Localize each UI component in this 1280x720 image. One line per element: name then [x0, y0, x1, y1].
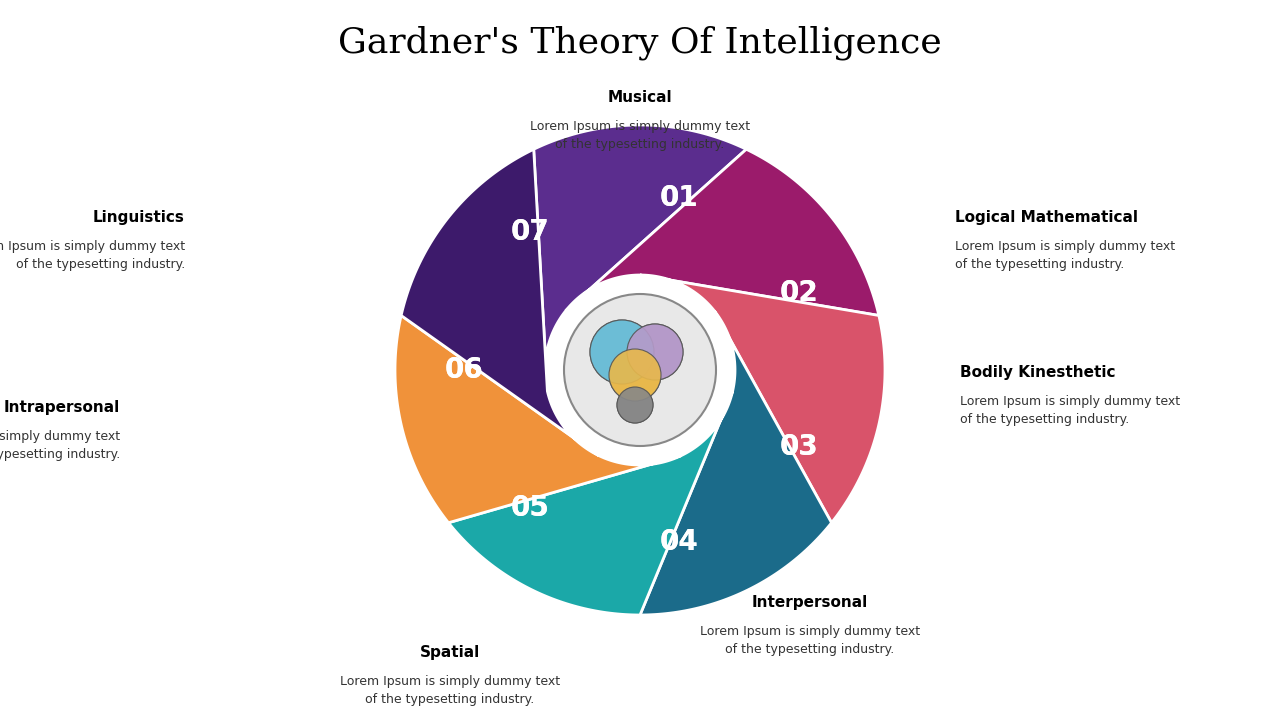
- Text: Logical Mathematical: Logical Mathematical: [955, 210, 1138, 225]
- Circle shape: [590, 320, 654, 384]
- Text: 06: 06: [444, 356, 483, 384]
- Circle shape: [548, 278, 732, 462]
- Text: Spatial: Spatial: [420, 645, 480, 660]
- Text: 05: 05: [511, 494, 549, 522]
- Polygon shape: [534, 125, 746, 391]
- Circle shape: [617, 387, 653, 423]
- Circle shape: [627, 324, 684, 380]
- Text: 05: 05: [511, 494, 549, 522]
- Text: Lorem Ipsum is simply dummy text
of the typesetting industry.: Lorem Ipsum is simply dummy text of the …: [0, 430, 120, 461]
- Text: Lorem Ipsum is simply dummy text
of the typesetting industry.: Lorem Ipsum is simply dummy text of the …: [530, 120, 750, 151]
- Text: 03: 03: [780, 433, 818, 461]
- Polygon shape: [640, 311, 832, 615]
- Polygon shape: [448, 391, 732, 615]
- Polygon shape: [401, 149, 599, 456]
- Text: 04: 04: [660, 528, 699, 556]
- Circle shape: [564, 294, 716, 446]
- Circle shape: [617, 387, 653, 423]
- Text: Lorem Ipsum is simply dummy text
of the typesetting industry.: Lorem Ipsum is simply dummy text of the …: [700, 625, 920, 656]
- Circle shape: [590, 320, 654, 384]
- Text: Lorem Ipsum is simply dummy text
of the typesetting industry.: Lorem Ipsum is simply dummy text of the …: [960, 395, 1180, 426]
- Text: Linguistics: Linguistics: [93, 210, 186, 225]
- Text: Lorem Ipsum is simply dummy text
of the typesetting industry.: Lorem Ipsum is simply dummy text of the …: [340, 675, 561, 706]
- Text: Lorem Ipsum is simply dummy text
of the typesetting industry.: Lorem Ipsum is simply dummy text of the …: [0, 240, 186, 271]
- Text: 02: 02: [780, 279, 818, 307]
- Polygon shape: [396, 315, 681, 523]
- Text: Interpersonal: Interpersonal: [751, 595, 868, 610]
- Polygon shape: [640, 275, 884, 523]
- Circle shape: [548, 278, 732, 462]
- Text: Bodily Kinesthetic: Bodily Kinesthetic: [960, 365, 1115, 380]
- Text: 07: 07: [511, 218, 549, 246]
- Text: Intrapersonal: Intrapersonal: [4, 400, 120, 415]
- Text: Lorem Ipsum is simply dummy text
of the typesetting industry.: Lorem Ipsum is simply dummy text of the …: [955, 240, 1175, 271]
- Text: Gardner's Theory Of Intelligence: Gardner's Theory Of Intelligence: [338, 25, 942, 60]
- Polygon shape: [566, 149, 879, 315]
- Circle shape: [627, 324, 684, 380]
- Text: 06: 06: [444, 356, 483, 384]
- Circle shape: [609, 349, 660, 401]
- Text: Musical: Musical: [608, 90, 672, 105]
- Text: 01: 01: [660, 184, 699, 212]
- Text: 07: 07: [511, 218, 549, 246]
- Text: 03: 03: [780, 433, 818, 461]
- Text: 04: 04: [660, 528, 699, 556]
- Text: 01: 01: [660, 184, 699, 212]
- Circle shape: [609, 349, 660, 401]
- Text: 02: 02: [780, 279, 818, 307]
